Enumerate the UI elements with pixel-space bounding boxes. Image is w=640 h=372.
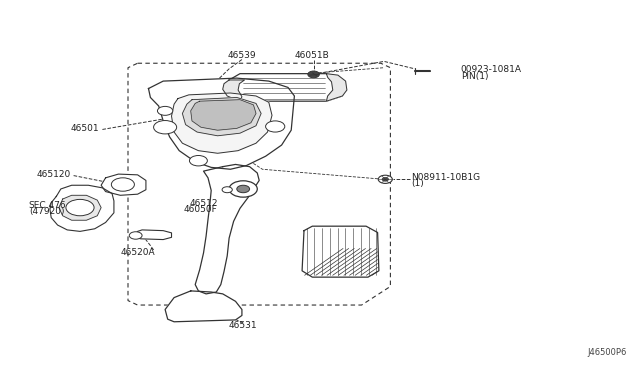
Polygon shape xyxy=(50,185,114,231)
Polygon shape xyxy=(165,291,242,322)
Text: 46050F: 46050F xyxy=(184,205,218,214)
Polygon shape xyxy=(195,164,259,294)
Circle shape xyxy=(382,177,388,181)
Polygon shape xyxy=(182,97,261,136)
Text: 00923-1081A: 00923-1081A xyxy=(461,65,522,74)
Circle shape xyxy=(189,155,207,166)
Circle shape xyxy=(129,232,142,239)
Circle shape xyxy=(229,181,257,197)
Circle shape xyxy=(308,71,319,78)
Circle shape xyxy=(111,178,134,191)
Polygon shape xyxy=(225,74,346,101)
Text: 46520A: 46520A xyxy=(120,248,155,257)
Text: SEC.476: SEC.476 xyxy=(29,201,67,210)
Polygon shape xyxy=(59,195,101,220)
Circle shape xyxy=(66,199,94,216)
Text: (1): (1) xyxy=(411,179,424,188)
Circle shape xyxy=(222,187,232,193)
Polygon shape xyxy=(136,230,172,240)
Circle shape xyxy=(157,106,173,115)
Polygon shape xyxy=(326,74,347,101)
Text: 46539: 46539 xyxy=(228,51,256,60)
Circle shape xyxy=(154,121,177,134)
Text: 465120: 465120 xyxy=(36,170,70,179)
Circle shape xyxy=(237,185,250,193)
Polygon shape xyxy=(101,174,146,195)
Text: 46512: 46512 xyxy=(189,199,218,208)
Text: N08911-10B1G: N08911-10B1G xyxy=(411,173,480,182)
Polygon shape xyxy=(223,80,244,101)
Text: 46501: 46501 xyxy=(70,124,99,133)
Polygon shape xyxy=(172,93,272,153)
Circle shape xyxy=(266,121,285,132)
Polygon shape xyxy=(191,100,256,130)
Circle shape xyxy=(378,175,392,183)
Text: J46500P6: J46500P6 xyxy=(588,348,627,357)
Polygon shape xyxy=(148,78,294,169)
Polygon shape xyxy=(302,226,379,277)
Text: 46051B: 46051B xyxy=(295,51,330,60)
Text: (47920): (47920) xyxy=(29,207,64,216)
Text: 46531: 46531 xyxy=(229,321,257,330)
Text: PIN(1): PIN(1) xyxy=(461,72,488,81)
